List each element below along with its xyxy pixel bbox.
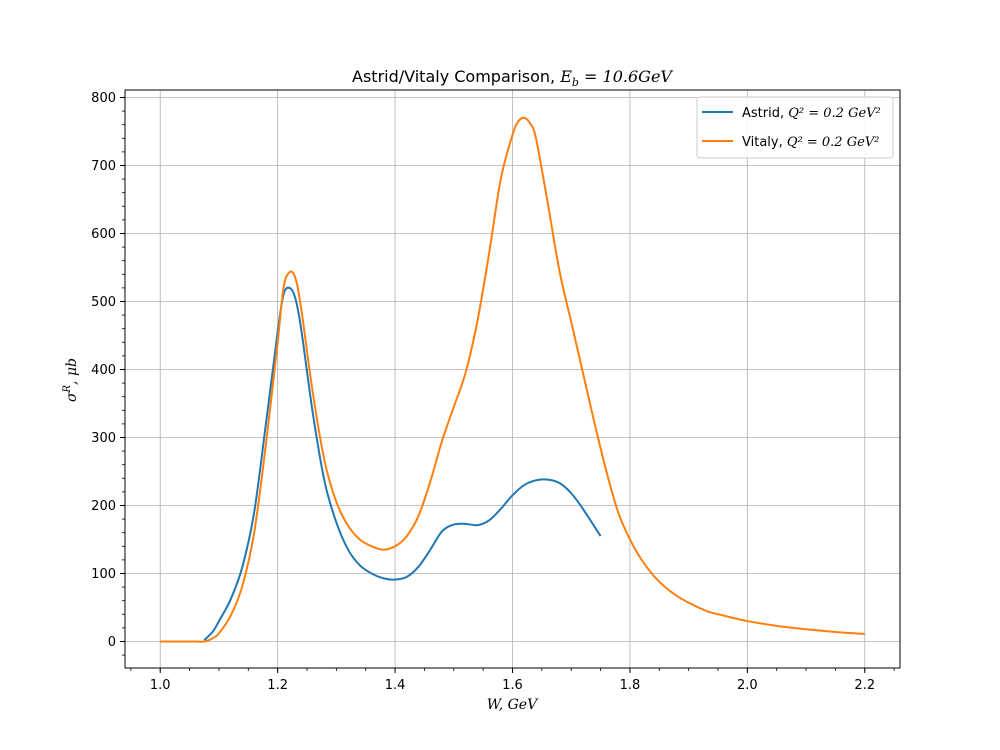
y-tick-label: 500 [91, 295, 116, 310]
series-line-astrid [203, 286, 602, 641]
x-tick-label: 1.6 [502, 678, 523, 693]
x-tick-label: 1.8 [620, 678, 641, 693]
x-tick-label: 2.2 [854, 678, 875, 693]
y-tick-label: 200 [91, 499, 116, 514]
x-tick-label: 1.0 [150, 678, 171, 693]
series-line-vitaly [160, 116, 865, 643]
legend-entry-astrid: Astrid, Q² = 0.2 GeV² [742, 106, 881, 121]
legend-box [696, 96, 894, 159]
y-tick-label: 400 [91, 363, 116, 378]
grid [125, 90, 900, 668]
y-tick-label: 0 [108, 635, 116, 650]
x-tick-label: 1.2 [267, 678, 288, 693]
y-axis-label: σR, μb [62, 358, 80, 402]
legend-entry-vitaly: Vitaly, Q² = 0.2 GeV² [742, 135, 879, 150]
series-group [160, 116, 865, 643]
y-tick-label: 300 [91, 431, 116, 446]
x-axis-label: W, GeV [487, 697, 539, 713]
x-tick-label: 1.4 [385, 678, 406, 693]
y-tick-label: 700 [91, 159, 116, 174]
y-tick-label: 600 [91, 227, 116, 242]
y-tick-label: 800 [91, 91, 116, 106]
y-tick-label: 100 [91, 567, 116, 582]
axis-ticks: 1.0 1.2 1.4 1.6 1.8 2.0 2.2 0 100 200 300 400 500 600… [91, 91, 895, 693]
chart-title: Astrid/Vitaly Comparison, Eb = 10.6GeV [352, 67, 673, 89]
x-tick-label: 2.0 [737, 678, 758, 693]
legend: Astrid, Q² = 0.2 GeV² Vitaly, Q² = 0.2 G… [696, 96, 894, 159]
